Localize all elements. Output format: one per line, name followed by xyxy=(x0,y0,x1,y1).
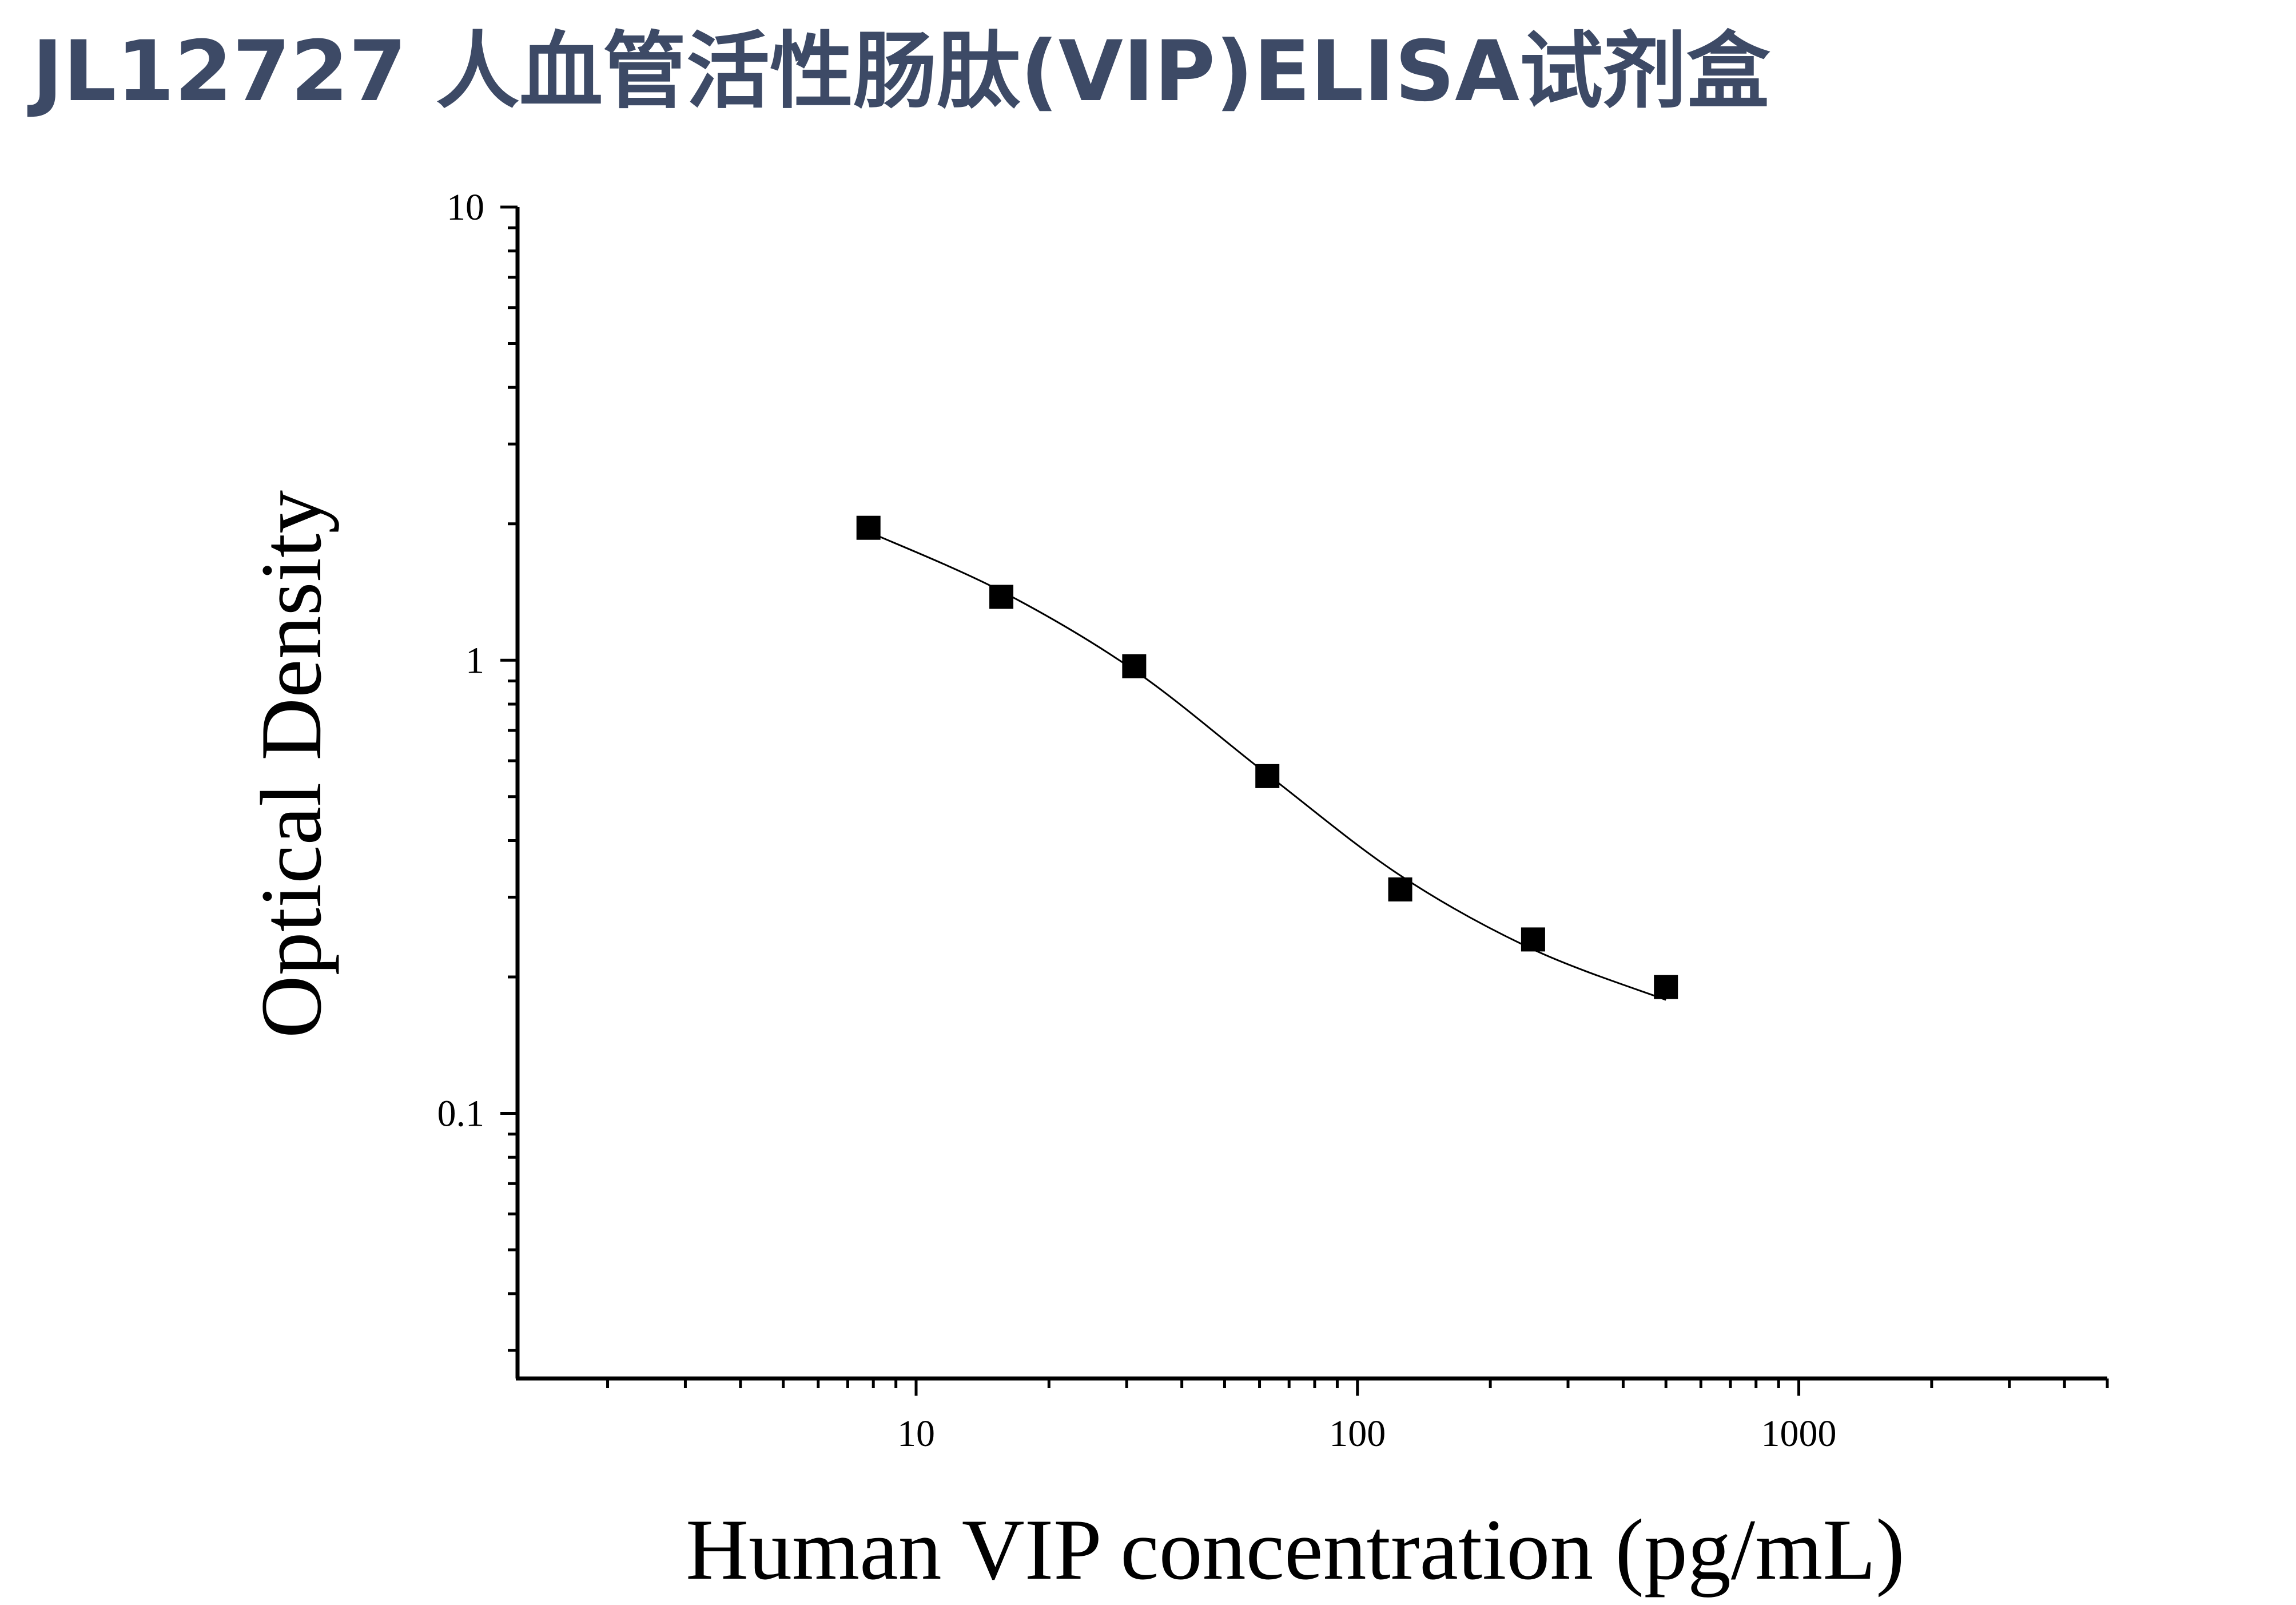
data-point xyxy=(1255,764,1280,788)
y-tick-label: 1 xyxy=(465,639,484,681)
y-tick-label: 0.1 xyxy=(437,1093,485,1135)
data-point xyxy=(856,515,881,540)
data-point xyxy=(1388,877,1412,902)
data-point xyxy=(1521,927,1545,952)
data-point xyxy=(1122,654,1147,678)
data-points xyxy=(856,515,1678,999)
data-point xyxy=(1654,975,1678,999)
x-tick-label: 10 xyxy=(897,1413,935,1455)
x-tick-label: 100 xyxy=(1329,1413,1386,1455)
y-tick-label: 10 xyxy=(447,186,484,228)
x-axis-title: Human VIP concentration (pg/mL) xyxy=(686,1501,1905,1598)
y-axis-title: Optical Density xyxy=(243,490,339,1038)
page-title: JL12727 人血管活性肠肽(VIP)ELISA试剂盒 xyxy=(32,23,1770,120)
data-point xyxy=(989,585,1014,609)
chart-tick-labels: 0.1 1 10 10 100 1000 xyxy=(437,186,1837,1455)
chart-ticks xyxy=(500,205,2109,1396)
chart-axes xyxy=(515,207,2107,1381)
x-tick-label: 1000 xyxy=(1761,1413,1837,1455)
